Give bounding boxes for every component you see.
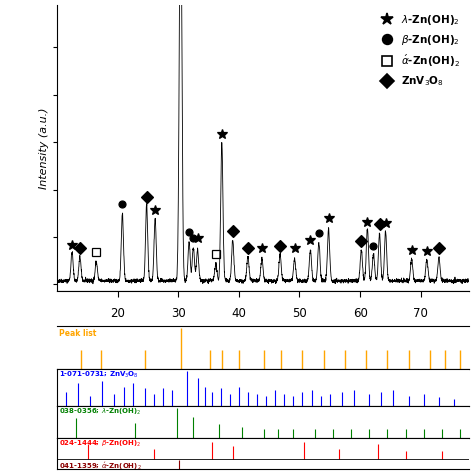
Text: 038-0356; $\lambda$-Zn(OH)$_2$: 038-0356; $\lambda$-Zn(OH)$_2$ (59, 407, 141, 417)
Text: 70: 70 (413, 307, 428, 320)
Text: 2Theta (degree): 2Theta (degree) (206, 331, 320, 344)
Y-axis label: Intensity (a.u.): Intensity (a.u.) (38, 107, 48, 189)
Text: Peak list: Peak list (59, 329, 96, 338)
Text: 40: 40 (231, 307, 246, 320)
Text: 1-071-0731; ZnV$_3$O$_8$: 1-071-0731; ZnV$_3$O$_8$ (59, 370, 138, 380)
Text: 50: 50 (292, 307, 307, 320)
Text: 20: 20 (110, 307, 125, 320)
Text: 30: 30 (171, 307, 185, 320)
Text: 024-1444; $\beta$-Zn(OH)$_2$: 024-1444; $\beta$-Zn(OH)$_2$ (59, 438, 141, 448)
Legend: $\lambda$-Zn(OH)$_2$, $\beta$-Zn(OH)$_2$, $\acute{\alpha}$-Zn(OH)$_2$, ZnV$_3$O$: $\lambda$-Zn(OH)$_2$, $\beta$-Zn(OH)$_2$… (382, 13, 460, 88)
Text: 041-1359; $\acute{\alpha}$-Zn(OH)$_2$: 041-1359; $\acute{\alpha}$-Zn(OH)$_2$ (59, 460, 141, 472)
Text: 60: 60 (353, 307, 367, 320)
